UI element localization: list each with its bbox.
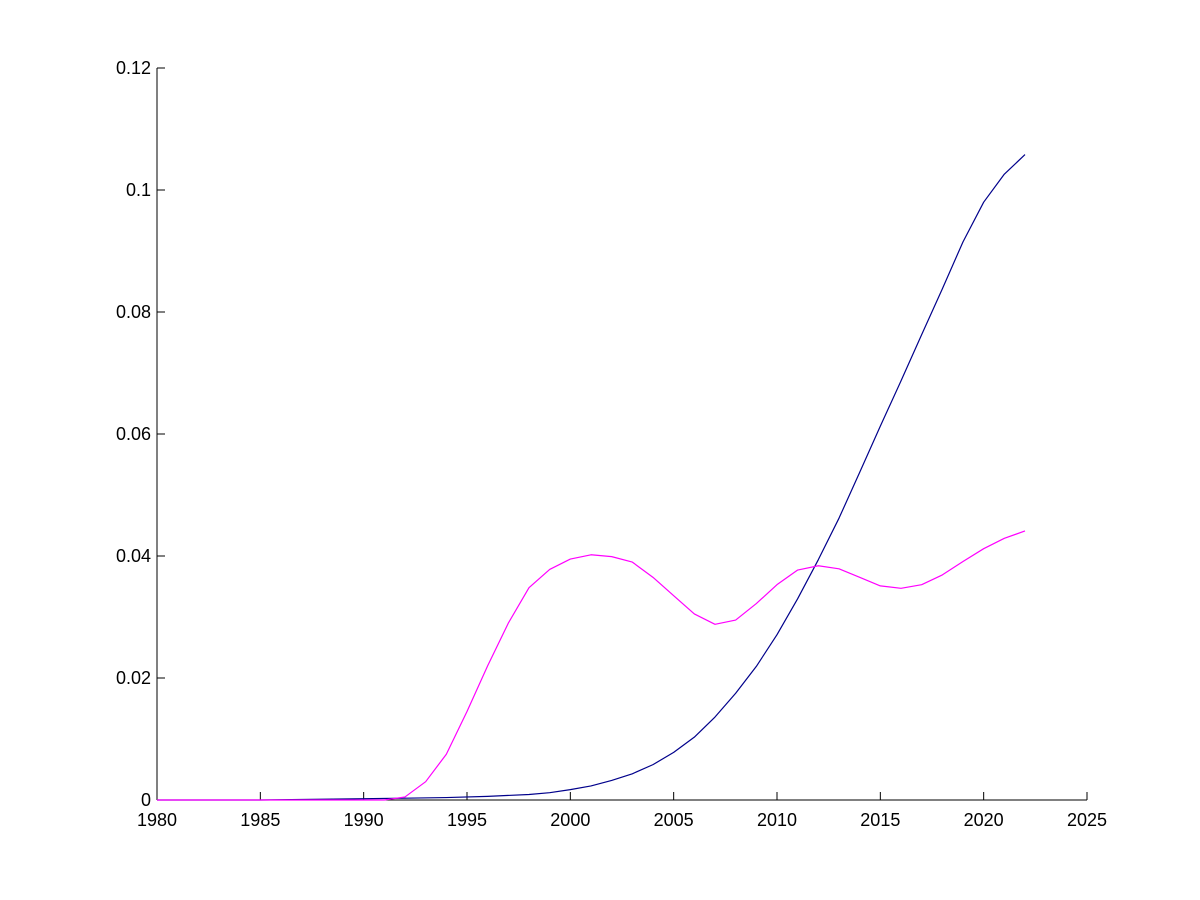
y-tick-label: 0.08 (116, 302, 151, 322)
x-tick-label: 2000 (550, 810, 590, 830)
x-tick-label: 1985 (240, 810, 280, 830)
y-tick-label: 0.06 (116, 424, 151, 444)
series-line-2 (157, 530, 1026, 801)
y-tick-label: 0.04 (116, 546, 151, 566)
y-tick-label: 0 (141, 790, 151, 810)
y-axis: 0 0.02 0.04 0.06 0.08 0.1 0.12 (116, 58, 165, 810)
x-tick-label: 2005 (654, 810, 694, 830)
x-tick-label: 2020 (964, 810, 1004, 830)
x-axis: 1980 1985 1990 1995 2000 2005 2010 2015 2020 2025 (137, 792, 1107, 830)
x-tick-label: 2010 (757, 810, 797, 830)
y-tick-label: 0.1 (126, 180, 151, 200)
x-tick-label: 2025 (1067, 810, 1107, 830)
series-line-1 (157, 154, 1026, 801)
y-tick-label: 0.12 (116, 58, 151, 78)
y-tick-label: 0.02 (116, 668, 151, 688)
x-tick-label: 1990 (344, 810, 384, 830)
series-layer (157, 154, 1026, 801)
x-tick-label: 1995 (447, 810, 487, 830)
x-tick-label: 1980 (137, 810, 177, 830)
x-tick-label: 2015 (860, 810, 900, 830)
